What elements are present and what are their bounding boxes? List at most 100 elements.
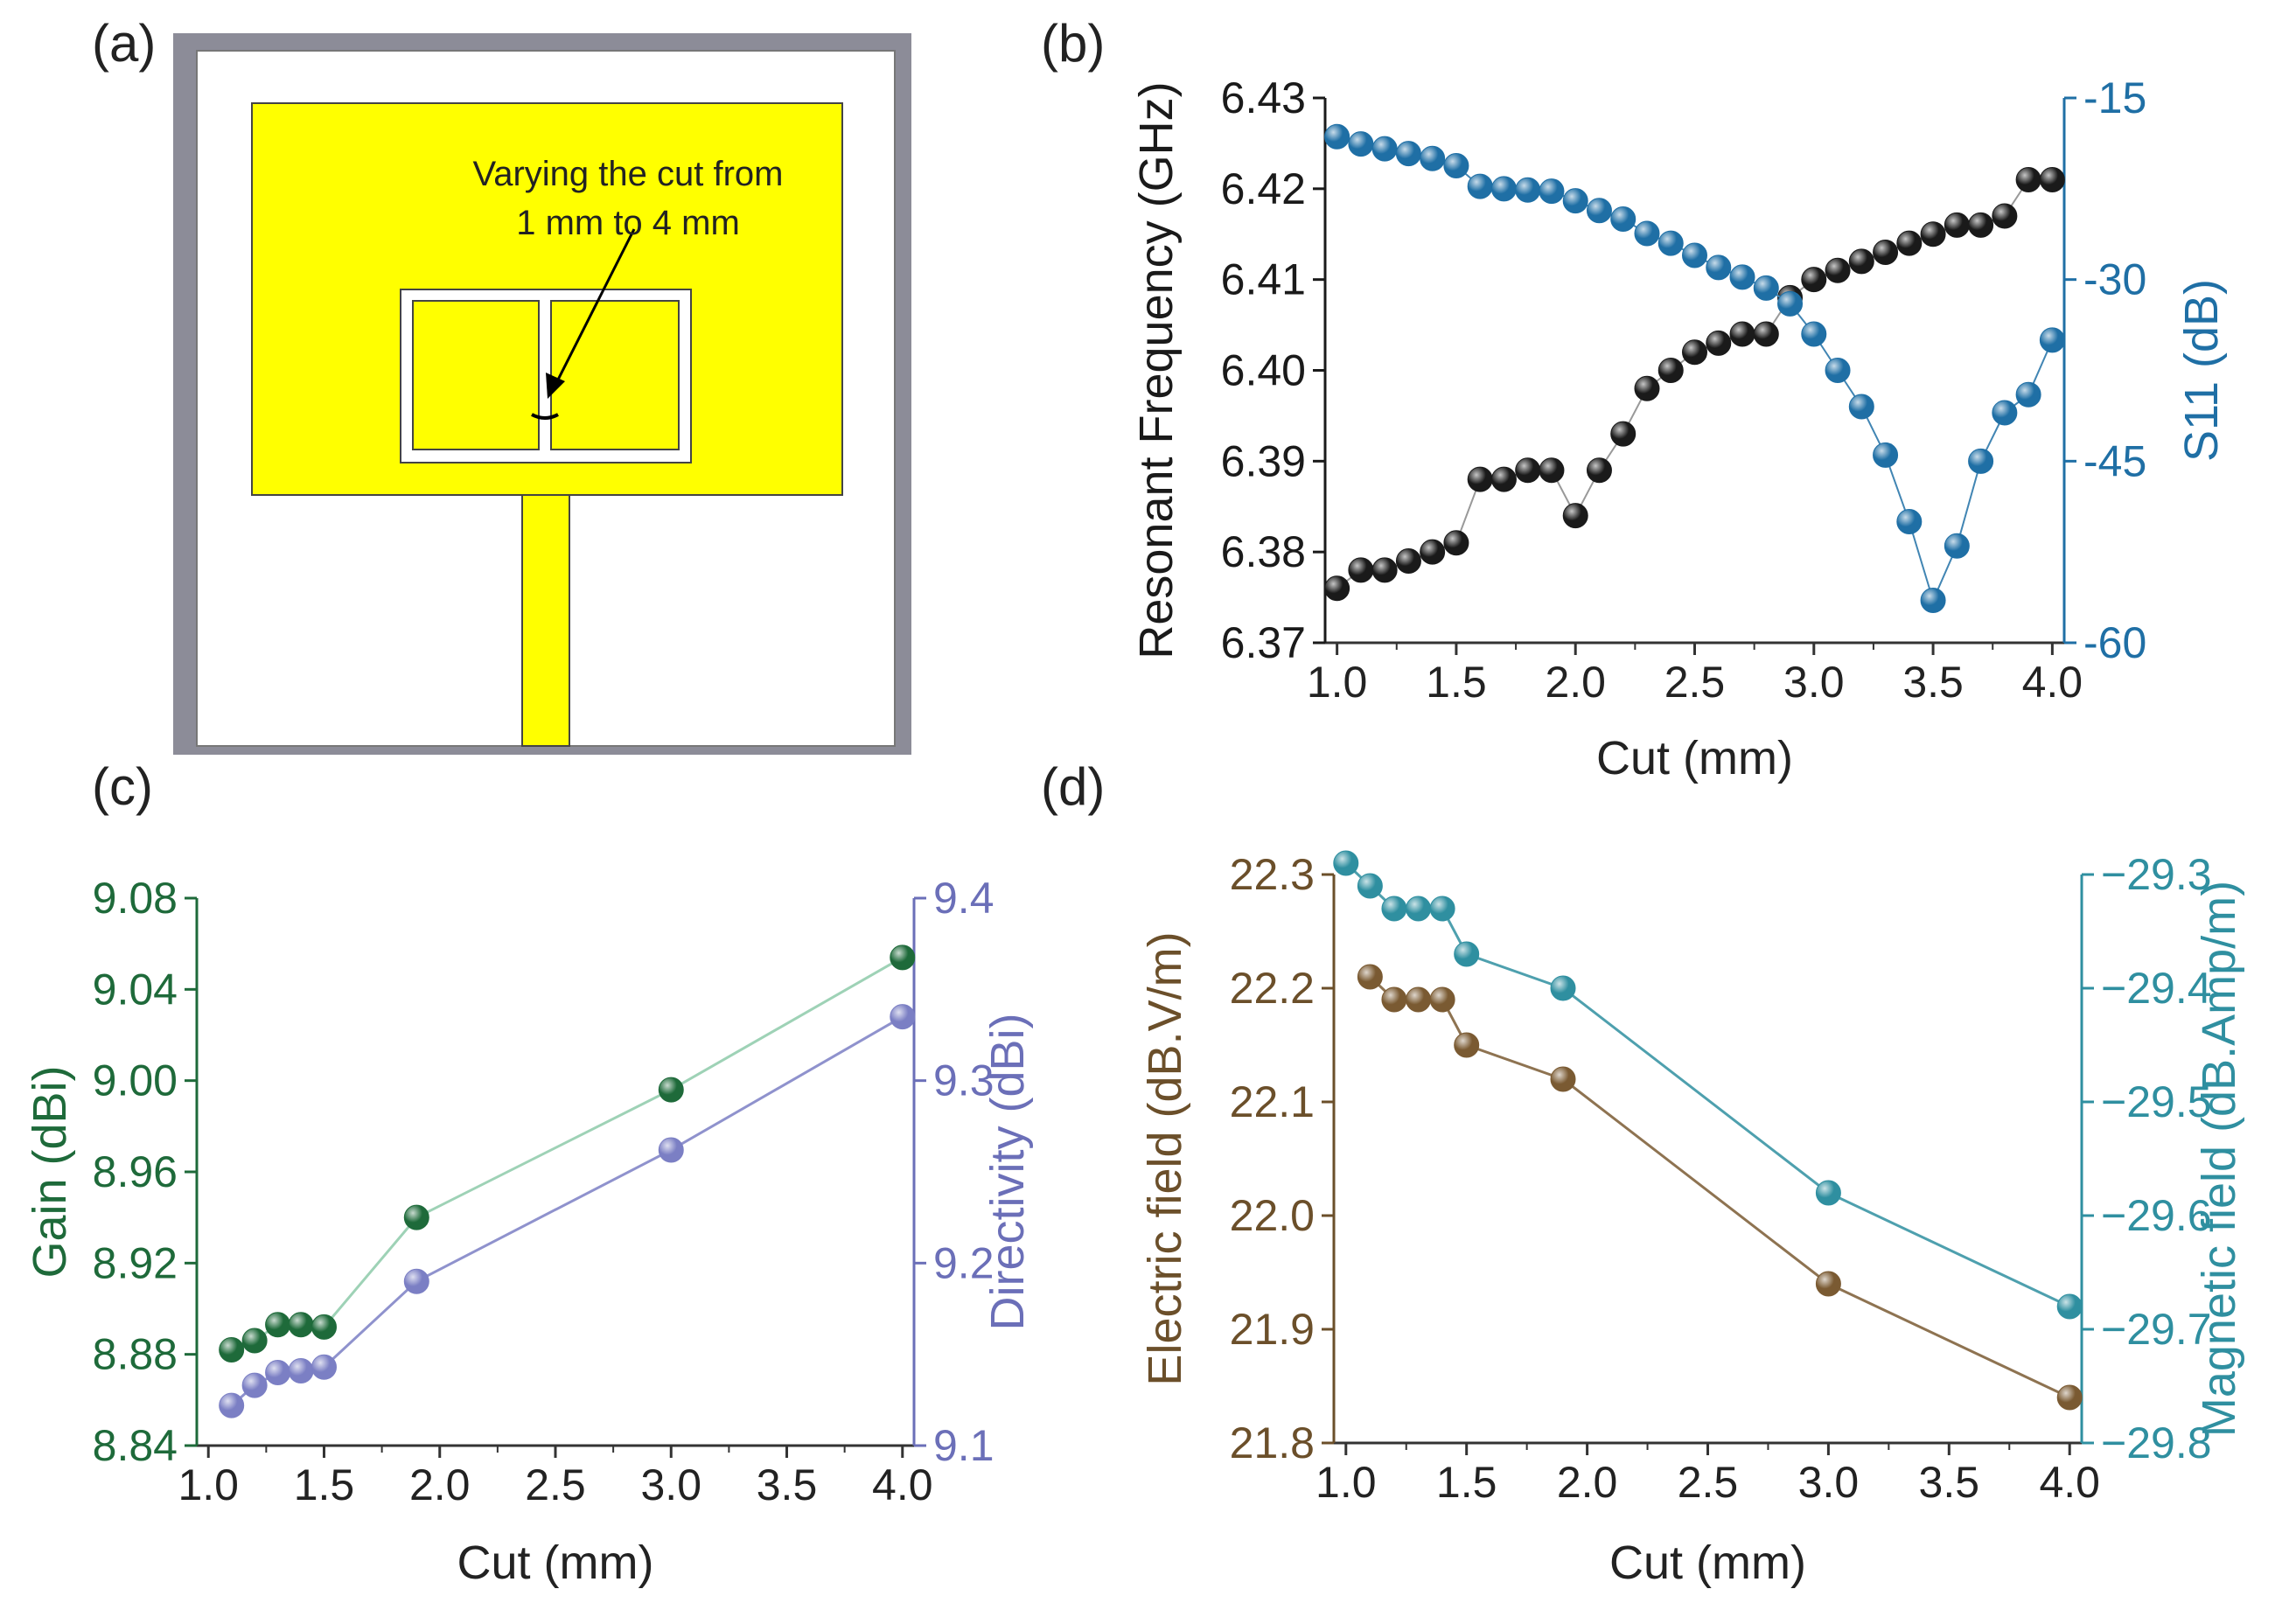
- data-point-magnetic-field: [1381, 896, 1407, 922]
- left-axis-label: Resonant Frequency (GHz): [1130, 81, 1183, 659]
- panel-label-b: (b): [1041, 14, 1105, 73]
- panel-label-c: (c): [92, 757, 153, 816]
- data-point-gain: [288, 1312, 314, 1338]
- x-tick-label: 3.5: [1902, 658, 1964, 707]
- left-tick-label: 9.04: [93, 965, 178, 1014]
- data-point-resonant-frequency: [1371, 557, 1398, 583]
- data-point-s11: [1610, 206, 1637, 232]
- data-point-s11: [1490, 176, 1517, 202]
- data-point-gain: [219, 1336, 245, 1363]
- left-tick-label: 6.42: [1221, 164, 1306, 213]
- data-point-gain: [265, 1312, 291, 1338]
- data-point-directivity: [311, 1354, 337, 1380]
- data-point-resonant-frequency: [1825, 257, 1851, 283]
- data-point-resonant-frequency: [1801, 267, 1827, 293]
- data-point-resonant-frequency: [2039, 166, 2065, 192]
- data-point-directivity: [241, 1372, 268, 1398]
- feed-line: [521, 494, 570, 747]
- series-line-gain: [231, 956, 904, 1351]
- data-point-magnetic-field: [2056, 1293, 2083, 1320]
- x-axis-label: Cut (mm): [1609, 1537, 1806, 1589]
- left-tick-label: 6.40: [1221, 346, 1306, 395]
- x-axis-label: Cut (mm): [1596, 732, 1793, 784]
- data-point-s11: [1657, 230, 1684, 256]
- data-point-gain: [890, 944, 916, 971]
- left-tick-label: 22.1: [1230, 1077, 1315, 1126]
- data-point-resonant-frequency: [1682, 339, 1707, 366]
- x-tick-label: 2.0: [409, 1460, 471, 1509]
- left-tick-label: 9.08: [93, 874, 178, 923]
- right-tick-label: −29.3: [2101, 850, 2212, 899]
- right-tick-label: -15: [2083, 73, 2146, 122]
- data-point-resonant-frequency: [1920, 221, 1946, 247]
- right-tick-label: 9.1: [933, 1421, 994, 1470]
- data-point-electric-field: [2056, 1384, 2083, 1411]
- x-tick-label: 3.5: [757, 1460, 818, 1509]
- x-tick-label: 1.0: [1307, 658, 1368, 707]
- data-point-electric-field: [1429, 986, 1455, 1013]
- x-tick-label: 2.5: [1678, 1458, 1739, 1507]
- series-line-resonant-frequency: [1336, 178, 2053, 589]
- data-point-magnetic-field: [1429, 896, 1455, 922]
- data-point-electric-field: [1454, 1032, 1480, 1058]
- data-point-s11: [1467, 173, 1493, 199]
- left-tick-label: 6.43: [1221, 73, 1306, 122]
- data-point-s11: [1586, 198, 1612, 224]
- x-tick-label: 4.0: [2039, 1458, 2100, 1507]
- x-tick-label: 3.0: [1798, 1458, 1860, 1507]
- data-point-resonant-frequency: [1490, 466, 1517, 492]
- data-point-s11: [1825, 358, 1851, 383]
- data-point-s11: [1968, 448, 1994, 474]
- data-point-magnetic-field: [1406, 896, 1432, 922]
- data-point-s11: [1324, 123, 1350, 150]
- right-tick-label: -45: [2083, 436, 2146, 485]
- data-point-resonant-frequency: [1992, 203, 2018, 229]
- data-point-resonant-frequency: [1729, 321, 1755, 347]
- right-tick-label: 9.2: [933, 1238, 994, 1287]
- x-tick-label: 2.0: [1545, 658, 1606, 707]
- chart-b: 1.0 1.5 2.0 2.5 3.0 3.5 4.0 6.37 6.38 6.39 6.40 6.4…: [1130, 73, 2228, 784]
- data-point-resonant-frequency: [1348, 557, 1374, 583]
- data-point-s11: [1753, 275, 1779, 301]
- x-tick-label: 4.0: [2022, 658, 2083, 707]
- data-point-resonant-frequency: [1753, 321, 1779, 347]
- x-tick-label: 4.0: [872, 1460, 933, 1509]
- data-point-directivity: [658, 1137, 684, 1163]
- data-point-magnetic-field: [1550, 975, 1576, 1001]
- data-point-resonant-frequency: [1657, 358, 1684, 383]
- left-tick-label: 6.39: [1221, 436, 1306, 485]
- chart-d: 1.0 1.5 2.0 2.5 3.0 3.5 4.0 21.8 21.9 22.0 22.1 22.…: [1139, 850, 2245, 1589]
- x-tick-label: 2.0: [1557, 1458, 1618, 1507]
- data-point-s11: [1920, 588, 1946, 614]
- data-point-s11: [1539, 178, 1565, 205]
- x-tick-label: 1.5: [294, 1460, 355, 1509]
- data-point-magnetic-field: [1357, 873, 1383, 899]
- right-axis-label: Magnetic field (dB.Amp/m): [2193, 881, 2245, 1437]
- annotation-arrowhead: [546, 373, 565, 399]
- x-tick-label: 2.5: [525, 1460, 586, 1509]
- left-axis-label: Gain (dBi): [24, 1065, 76, 1278]
- right-tick-label: -60: [2083, 618, 2146, 667]
- left-tick-label: 8.88: [93, 1330, 178, 1379]
- data-point-s11: [1992, 400, 2018, 426]
- data-point-s11: [1634, 220, 1660, 247]
- data-point-electric-field: [1550, 1066, 1576, 1092]
- x-tick-label: 1.0: [178, 1460, 239, 1509]
- slot-inner-right: [550, 300, 680, 450]
- data-point-directivity: [890, 1004, 916, 1030]
- data-point-electric-field: [1815, 1271, 1841, 1297]
- series-line-magnetic-field: [1344, 861, 2070, 1308]
- data-point-resonant-frequency: [2015, 166, 2041, 192]
- data-point-s11: [1848, 394, 1874, 420]
- data-point-electric-field: [1406, 986, 1432, 1013]
- x-tick-label: 3.0: [641, 1460, 702, 1509]
- data-point-resonant-frequency: [1896, 230, 1923, 256]
- data-point-s11: [1562, 188, 1588, 214]
- x-tick-label: 1.5: [1436, 1458, 1497, 1507]
- data-point-s11: [1729, 264, 1755, 290]
- left-tick-label: 22.3: [1230, 850, 1315, 899]
- annotation-line-2: 1 mm to 4 mm: [516, 204, 740, 242]
- data-point-gain: [658, 1077, 684, 1103]
- right-tick-label: −29.4: [2101, 964, 2212, 1013]
- left-tick-label: 6.37: [1221, 618, 1306, 667]
